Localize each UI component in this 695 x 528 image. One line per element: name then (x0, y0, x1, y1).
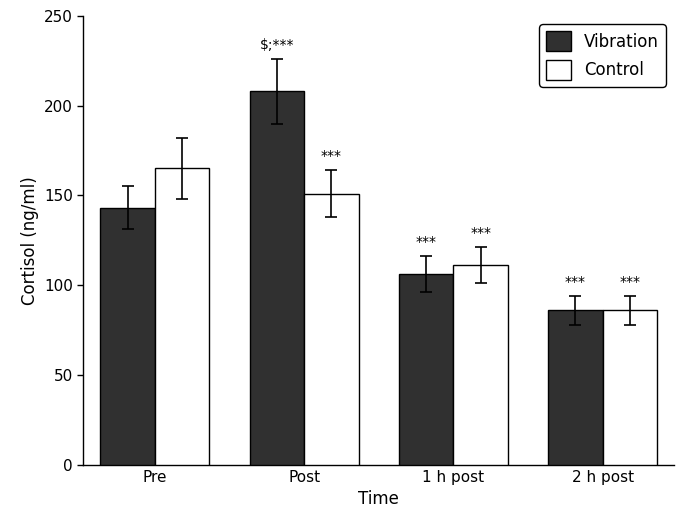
Text: ***: *** (471, 226, 491, 240)
Bar (453, 266, 508, 465)
Bar (603, 310, 657, 465)
Bar (100, 208, 155, 465)
Bar (304, 194, 359, 465)
Legend: Vibration, Control: Vibration, Control (539, 24, 666, 87)
Text: ***: *** (619, 275, 641, 289)
Y-axis label: Cortisol (ng/ml): Cortisol (ng/ml) (21, 176, 38, 305)
Bar (399, 275, 453, 465)
Text: ***: *** (416, 235, 436, 249)
Bar (155, 168, 209, 465)
X-axis label: Time: Time (359, 490, 399, 508)
Bar (548, 310, 603, 465)
Text: ***: *** (565, 275, 586, 289)
Text: $;***: $;*** (260, 37, 294, 52)
Text: ***: *** (321, 149, 342, 163)
Bar (250, 91, 304, 465)
